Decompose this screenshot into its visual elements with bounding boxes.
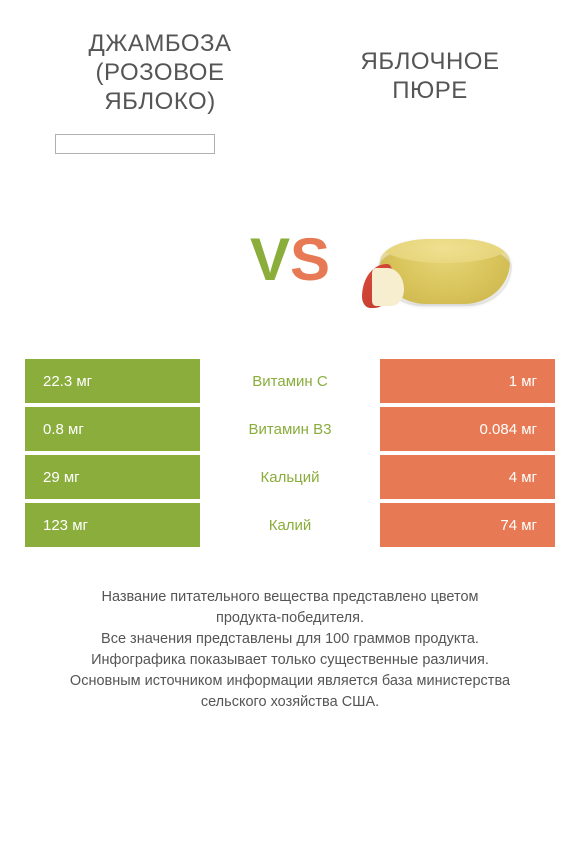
vs-v: V — [250, 226, 290, 293]
title-left-l2: (РОЗОВОЕ — [96, 59, 225, 86]
table-row: 29 мгКальций4 мг — [25, 455, 555, 499]
cell-right: 0.084 мг — [380, 407, 555, 451]
comparison-table: 22.3 мгВитамин C1 мг0.8 мгВитамин B30.08… — [25, 359, 555, 547]
left-product-image — [70, 194, 220, 324]
vs-label: VS — [250, 225, 330, 294]
cell-right: 4 мг — [380, 455, 555, 499]
footer-l3: Все значения представлены для 100 граммо… — [101, 631, 479, 647]
footer-l2: продукта-победителя. — [216, 610, 364, 626]
vs-row: VS — [0, 179, 580, 339]
title-right-l2: ПЮРЕ — [392, 77, 468, 104]
cell-label: Калий — [200, 503, 380, 547]
cell-label: Витамин B3 — [200, 407, 380, 451]
table-row: 22.3 мгВитамин C1 мг — [25, 359, 555, 403]
header: ДЖАМБОЗА (РОЗОВОЕ ЯБЛОКО) ЯБЛОЧНОЕ ПЮРЕ — [0, 0, 580, 116]
right-product-image — [360, 194, 510, 324]
title-left-l1: ДЖАМБОЗА — [88, 30, 231, 57]
title-left: ДЖАМБОЗА (РОЗОВОЕ ЯБЛОКО) — [50, 30, 270, 116]
search-input[interactable] — [55, 134, 215, 154]
cell-label: Витамин C — [200, 359, 380, 403]
title-right: ЯБЛОЧНОЕ ПЮРЕ — [330, 30, 530, 116]
cell-left: 29 мг — [25, 455, 200, 499]
footer-l6: сельского хозяйства США. — [201, 694, 379, 710]
table-row: 123 мгКалий74 мг — [25, 503, 555, 547]
vs-s: S — [290, 226, 330, 293]
cell-left: 22.3 мг — [25, 359, 200, 403]
cell-right: 74 мг — [380, 503, 555, 547]
footer-l1: Название питательного вещества представл… — [101, 589, 478, 605]
footer-l4: Инфографика показывает только существенн… — [91, 652, 489, 668]
cell-right: 1 мг — [380, 359, 555, 403]
footer-notes: Название питательного вещества представл… — [30, 587, 550, 713]
cell-left: 123 мг — [25, 503, 200, 547]
applesauce-icon — [360, 204, 510, 314]
cell-label: Кальций — [200, 455, 380, 499]
table-row: 0.8 мгВитамин B30.084 мг — [25, 407, 555, 451]
cell-left: 0.8 мг — [25, 407, 200, 451]
title-left-l3: ЯБЛОКО) — [104, 88, 215, 115]
title-right-l1: ЯБЛОЧНОЕ — [361, 48, 500, 75]
footer-l5: Основным источником информации является … — [70, 673, 510, 689]
